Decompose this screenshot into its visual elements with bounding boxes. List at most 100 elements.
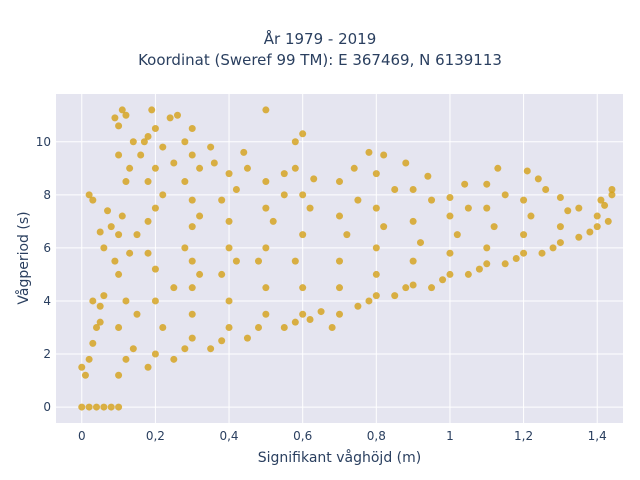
x-tick-label: 0,8	[367, 429, 386, 443]
data-point	[111, 257, 119, 265]
data-point	[118, 106, 126, 114]
data-point	[225, 217, 233, 225]
data-point	[115, 151, 123, 159]
x-tick-label: 0,4	[219, 429, 238, 443]
data-point	[133, 231, 141, 239]
data-point	[464, 204, 472, 212]
data-point	[96, 318, 104, 326]
data-point	[520, 231, 528, 239]
data-point	[520, 249, 528, 257]
y-tick-label: 6	[43, 241, 51, 255]
data-point	[181, 178, 189, 186]
data-point	[115, 270, 123, 278]
data-point	[306, 204, 314, 212]
data-point	[181, 345, 189, 353]
data-point	[593, 223, 601, 231]
data-point	[291, 257, 299, 265]
data-point	[556, 193, 564, 201]
y-tick-label: 0	[43, 400, 51, 414]
data-point	[380, 151, 388, 159]
data-point	[188, 334, 196, 342]
data-point	[81, 371, 89, 379]
data-point	[527, 212, 535, 220]
data-point	[188, 284, 196, 292]
data-point	[188, 257, 196, 265]
data-point	[299, 284, 307, 292]
data-point	[453, 231, 461, 239]
data-point	[372, 170, 380, 178]
data-point	[409, 186, 417, 194]
data-point	[196, 212, 204, 220]
y-tick-label: 4	[43, 294, 51, 308]
data-point	[336, 257, 343, 265]
data-point	[159, 323, 167, 331]
x-tick-label: 0,6	[293, 429, 312, 443]
data-point	[402, 159, 410, 167]
data-point	[597, 196, 605, 204]
data-point	[255, 323, 262, 331]
data-point	[402, 284, 410, 292]
data-point	[115, 231, 123, 239]
data-point	[604, 217, 612, 225]
data-point	[291, 318, 299, 326]
data-point	[501, 260, 509, 268]
data-point	[446, 193, 454, 201]
data-point	[439, 276, 447, 284]
data-point	[483, 180, 491, 188]
data-point	[424, 172, 432, 180]
data-point	[151, 204, 159, 212]
data-point	[96, 302, 104, 310]
data-point	[446, 270, 454, 278]
data-point	[280, 323, 288, 331]
data-point	[122, 355, 130, 363]
data-point	[291, 138, 299, 146]
data-point	[336, 284, 343, 292]
data-point	[225, 244, 233, 252]
data-point	[446, 212, 454, 220]
grid-lines	[56, 94, 623, 423]
data-point	[575, 233, 583, 241]
data-point	[85, 403, 93, 411]
data-point	[336, 310, 343, 318]
x-tick-label: 1,4	[588, 429, 607, 443]
data-point	[144, 249, 152, 257]
data-point	[188, 223, 196, 231]
data-point	[111, 114, 119, 122]
data-point	[280, 191, 288, 199]
x-tick-label: 1,2	[514, 429, 533, 443]
data-point	[115, 403, 123, 411]
data-point	[78, 403, 86, 411]
data-point	[93, 323, 100, 331]
data-point	[188, 310, 196, 318]
data-point	[232, 186, 240, 194]
data-point	[490, 223, 498, 231]
data-point	[232, 257, 240, 265]
data-point	[151, 297, 159, 305]
data-point	[262, 178, 270, 186]
data-point	[126, 164, 134, 172]
data-point	[299, 191, 307, 199]
data-points	[78, 106, 616, 411]
data-point	[336, 212, 343, 220]
data-point	[115, 323, 123, 331]
data-point	[144, 178, 152, 186]
data-point	[240, 148, 248, 156]
data-point	[608, 186, 616, 194]
data-point	[372, 292, 380, 300]
chart-title-line-1: År 1979 - 2019	[263, 30, 377, 48]
data-point	[601, 201, 609, 209]
data-point	[188, 151, 196, 159]
data-point	[93, 403, 100, 411]
data-point	[593, 212, 601, 220]
data-point	[299, 231, 307, 239]
data-point	[586, 228, 594, 236]
data-point	[391, 186, 399, 194]
data-point	[350, 164, 358, 172]
data-point	[207, 345, 215, 353]
data-point	[129, 345, 137, 353]
data-point	[85, 355, 93, 363]
data-point	[181, 244, 189, 252]
data-point	[166, 114, 174, 122]
x-axis-ticks: 0 0,2 0,4 0,6 0,8 1 1,2 1,4	[78, 429, 607, 443]
